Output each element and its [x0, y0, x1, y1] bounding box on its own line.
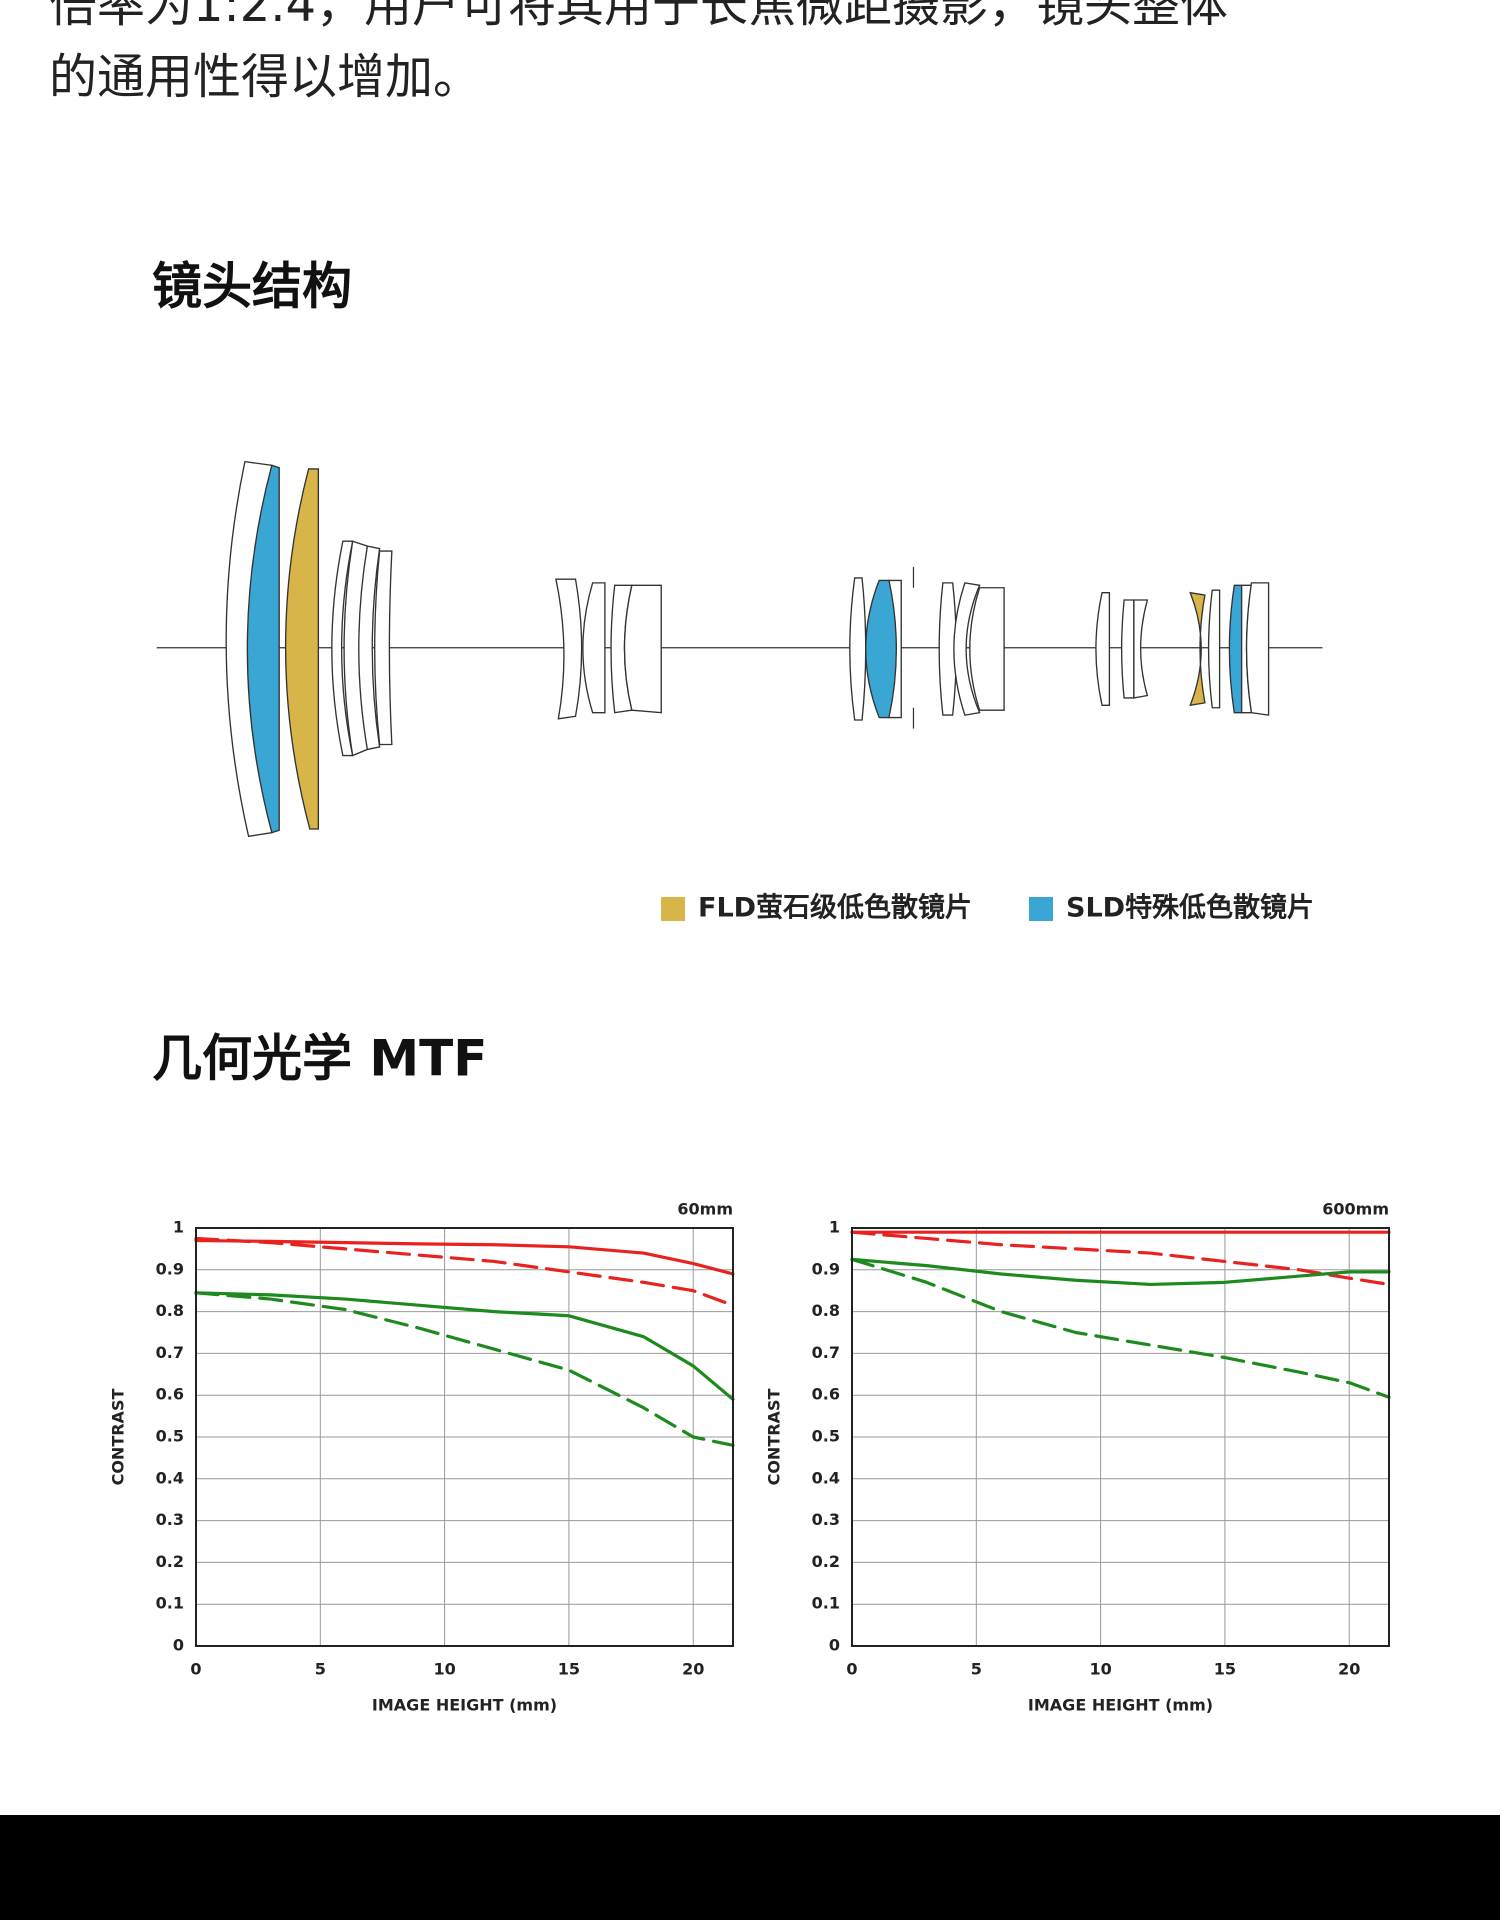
y-tick-label: 0.6 — [812, 1385, 840, 1404]
lens-element — [938, 582, 958, 716]
mtf-chart: 00.10.20.30.40.50.60.70.80.910 5 10 15 20600… — [765, 1200, 1391, 1715]
lens-element — [358, 545, 381, 751]
chart-label: 600mm — [1322, 1200, 1389, 1219]
legend-swatch — [661, 897, 685, 921]
y-tick-label: 0.2 — [156, 1552, 184, 1571]
y-tick-label: 0.9 — [156, 1259, 184, 1278]
y-tick-label: 0.8 — [812, 1301, 840, 1320]
x-tick-label: 0 — [190, 1660, 201, 1679]
legend-label: SLD特殊低色散镜片 — [1066, 892, 1314, 924]
y-axis-title: CONTRAST — [109, 1389, 128, 1486]
plot-frame — [195, 1227, 734, 1647]
y-tick-label: 0.4 — [812, 1468, 840, 1487]
x-tick-label: 5 — [971, 1660, 982, 1679]
lens-element — [1095, 591, 1111, 706]
lens-element — [374, 550, 393, 746]
mtf-chart: 00.10.20.30.40.50.60.70.80.910 5 10 15 2060m… — [109, 1200, 735, 1715]
y-tick-label: 0 — [829, 1636, 840, 1655]
mtf-curve — [850, 1230, 1391, 1287]
y-tick-label: 0.2 — [812, 1552, 840, 1571]
mtf-curve — [194, 1291, 735, 1401]
y-tick-label: 0.1 — [812, 1594, 840, 1613]
y-tick-label: 1 — [829, 1218, 840, 1237]
y-tick-label: 0.5 — [812, 1427, 840, 1446]
mtf-curve — [194, 1236, 735, 1307]
y-tick-label: 0.9 — [812, 1259, 840, 1278]
section-heading: 几何光学 MTF — [152, 1030, 487, 1088]
lens-diagram — [156, 460, 1323, 838]
y-tick-label: 0.3 — [156, 1510, 184, 1529]
body-text-line: 倍率为1:2.4，用户可将其用于长焦微距摄影，镜头整体 — [49, 0, 1228, 33]
lens-element — [1120, 599, 1135, 699]
mtf-curve — [194, 1238, 735, 1276]
body-text-line: 的通用性得以增加。 — [49, 49, 481, 105]
x-tick-label: 10 — [433, 1660, 455, 1679]
x-tick-label: 0 — [846, 1660, 857, 1679]
mtf-curve — [194, 1291, 735, 1447]
x-axis-title: IMAGE HEIGHT (mm) — [372, 1696, 557, 1715]
lens-element — [555, 578, 583, 720]
y-tick-label: 0.3 — [812, 1510, 840, 1529]
legend-label: FLD萤石级低色散镜片 — [698, 892, 972, 924]
lens-element — [1245, 582, 1270, 716]
lens-element — [888, 579, 902, 719]
lens-element — [623, 584, 662, 714]
y-tick-label: 0.8 — [156, 1301, 184, 1320]
lens-element — [246, 464, 280, 834]
y-tick-label: 0.4 — [156, 1468, 184, 1487]
legend-swatch — [1029, 897, 1053, 921]
lens-element — [849, 577, 867, 721]
y-tick-label: 0.1 — [156, 1594, 184, 1613]
x-tick-label: 10 — [1089, 1660, 1111, 1679]
lens-element — [582, 582, 606, 714]
mtf-curve — [850, 1257, 1391, 1399]
y-tick-label: 0.7 — [812, 1343, 840, 1362]
lens-element — [1189, 591, 1206, 707]
mtf-curve — [850, 1257, 1391, 1287]
lens-element — [284, 468, 320, 830]
plot-frame — [851, 1227, 1390, 1647]
lens-element — [1207, 589, 1221, 709]
x-tick-label: 20 — [1338, 1660, 1360, 1679]
lens-element — [953, 582, 981, 716]
y-tick-label: 0.6 — [156, 1385, 184, 1404]
x-tick-label: 20 — [682, 1660, 704, 1679]
lens-element — [969, 587, 1005, 711]
y-tick-label: 0.5 — [156, 1427, 184, 1446]
lens-element — [1228, 584, 1243, 714]
section-heading: 镜头结构 — [152, 258, 352, 316]
y-tick-label: 0.7 — [156, 1343, 184, 1362]
chart-label: 60mm — [677, 1200, 733, 1219]
x-tick-label: 15 — [558, 1660, 580, 1679]
y-tick-label: 0 — [173, 1636, 184, 1655]
x-tick-label: 5 — [315, 1660, 326, 1679]
y-axis-title: CONTRAST — [765, 1389, 784, 1486]
x-axis-title: IMAGE HEIGHT (mm) — [1028, 1696, 1213, 1715]
x-tick-label: 15 — [1214, 1660, 1236, 1679]
y-tick-label: 1 — [173, 1218, 184, 1237]
lens-element — [1133, 599, 1149, 699]
footer-band — [0, 1815, 1500, 1920]
